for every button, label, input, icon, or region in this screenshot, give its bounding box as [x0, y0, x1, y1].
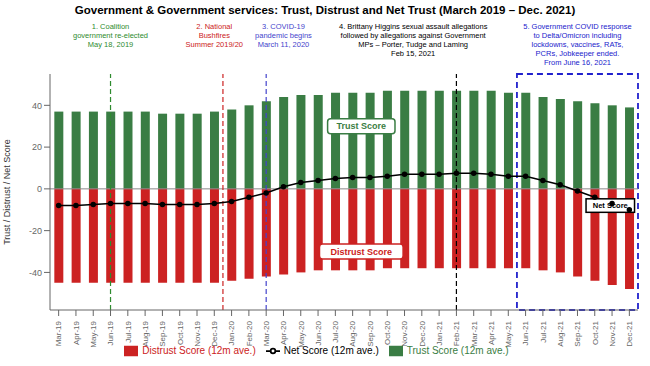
svg-text:Mar-19: Mar-19 [54, 320, 63, 346]
html-text:4. Brittany Higgins sexual ass: 4. Brittany Higgins sexual assault alleg… [339, 22, 488, 31]
svg-text:Jul-19: Jul-19 [124, 320, 133, 342]
svg-text:-20: -20 [29, 226, 42, 236]
html-text:Bushfires: Bushfires [198, 31, 230, 40]
html-text:Net Score (12m ave.): Net Score (12m ave.) [283, 344, 379, 356]
html-text:MPs – Porter, Tudge and Laming: MPs – Porter, Tudge and Laming [358, 40, 468, 49]
html-text:Feb 15, 2021: Feb 15, 2021 [391, 49, 436, 58]
svg-text:Jun-19: Jun-19 [106, 320, 115, 345]
svg-text:Nov-19: Nov-19 [193, 320, 202, 346]
svg-text:20: 20 [32, 142, 42, 152]
svg-text:Oct-21: Oct-21 [591, 320, 600, 345]
svg-text:Aug-19: Aug-19 [141, 320, 150, 346]
svg-text:-40: -40 [29, 268, 42, 278]
svg-text:Aug-21: Aug-21 [556, 320, 565, 346]
svg-text:Nov-20: Nov-20 [400, 320, 409, 346]
svg-text:May-21: May-21 [504, 320, 513, 347]
html-text:2. National: 2. National [196, 22, 233, 31]
svg-text:Jan-20: Jan-20 [227, 320, 236, 345]
svg-text:Sep-21: Sep-21 [573, 320, 582, 346]
svg-text:Mar-21: Mar-21 [470, 320, 479, 346]
svg-text:Sep-20: Sep-20 [366, 320, 375, 346]
svg-text:Trust Score: Trust Score [337, 121, 387, 131]
svg-text:Dec-20: Dec-20 [418, 320, 427, 346]
html-text:Summer 2019/20: Summer 2019/20 [185, 40, 244, 49]
svg-text:Jul-21: Jul-21 [539, 320, 548, 342]
svg-text:May-20: May-20 [297, 320, 306, 347]
svg-text:Jun-21: Jun-21 [521, 320, 530, 345]
html-text:Distrust Score (12m ave.): Distrust Score (12m ave.) [142, 344, 256, 356]
html-text:1. Coalition: 1. Coalition [91, 22, 130, 31]
svg-text:Sep-19: Sep-19 [158, 320, 167, 346]
html-text:Government & Government servic: Government & Government services: Trust,… [74, 4, 576, 16]
svg-text:Distrust Score: Distrust Score [331, 247, 393, 257]
svg-text:Dec-21: Dec-21 [625, 320, 634, 346]
svg-text:Dec-19: Dec-19 [210, 320, 219, 346]
svg-text:Feb-21: Feb-21 [452, 320, 461, 346]
svg-text:Net Score: Net Score [593, 201, 628, 210]
html-text:PCRs, Jobkeeper ended.: PCRs, Jobkeeper ended. [535, 49, 620, 58]
html-text:followed by allegations agains: followed by allegations against Governme… [340, 31, 486, 40]
html-text:3. COVID-19: 3. COVID-19 [262, 22, 305, 31]
svg-text:40: 40 [32, 101, 42, 111]
svg-text:Jan-21: Jan-21 [435, 320, 444, 345]
svg-text:Mar-20: Mar-20 [262, 320, 271, 346]
svg-text:Jun-20: Jun-20 [314, 320, 323, 345]
svg-text:Aug-20: Aug-20 [348, 320, 357, 346]
html-text:5. Government COVID response: 5. Government COVID response [523, 22, 632, 31]
svg-text:Nov-21: Nov-21 [608, 320, 617, 346]
svg-text:Jul-20: Jul-20 [331, 320, 340, 342]
html-text:pandemic begins: pandemic begins [255, 31, 312, 40]
svg-text:Oct-20: Oct-20 [383, 320, 392, 345]
html-text:government re-elected: government re-elected [73, 31, 148, 40]
html-text:to Delta/Omicron including: to Delta/Omicron including [533, 31, 622, 40]
html-text:March 11, 2020: March 11, 2020 [257, 40, 310, 49]
svg-text:Trust / Distrust / Net Score: Trust / Distrust / Net Score [8, 139, 12, 245]
html-text:From June 16, 2021: From June 16, 2021 [543, 58, 611, 67]
svg-text:May-19: May-19 [89, 320, 98, 347]
svg-text:Apr-19: Apr-19 [72, 320, 81, 345]
svg-text:Feb-20: Feb-20 [245, 320, 254, 346]
svg-text:Apr-20: Apr-20 [279, 320, 288, 345]
svg-text:Oct-19: Oct-19 [176, 320, 185, 345]
html-text:Trust Score (12m ave.): Trust Score (12m ave.) [406, 344, 509, 356]
html-text:lockdowns, vaccines, RATs,: lockdowns, vaccines, RATs, [531, 40, 624, 49]
svg-text:0: 0 [37, 184, 42, 194]
html-text:May 18, 2019: May 18, 2019 [87, 40, 134, 49]
svg-text:Apr-21: Apr-21 [487, 320, 496, 345]
